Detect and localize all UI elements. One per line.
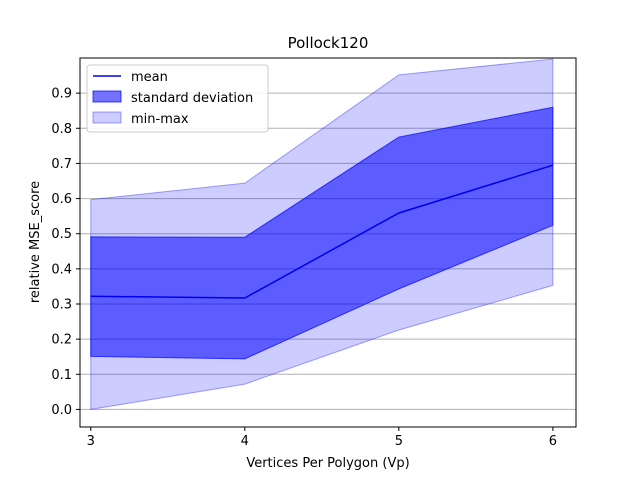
y-tick-label: 0.4	[51, 262, 72, 277]
x-axis-label: Vertices Per Polygon (Vp)	[246, 456, 409, 471]
bands	[90, 58, 554, 411]
mean-line	[90, 164, 554, 299]
y-tick-label: 0.6	[51, 192, 72, 207]
legend-swatch-minmax	[92, 111, 122, 124]
x-axis-ticks: 3 4 5 6	[87, 427, 557, 449]
y-axis-ticks: 0.0 0.1 0.2 0.3 0.4 0.5 0.6 0.7 0.8 0.9	[51, 87, 80, 418]
legend-label-mean: mean	[131, 70, 168, 85]
y-tick-label: 0.2	[51, 333, 72, 348]
legend: mean standard deviation min-max	[86, 64, 269, 133]
y-tick-label: 0.7	[51, 157, 72, 172]
x-tick-label: 4	[241, 434, 249, 449]
y-axis-label: relative MSE_score	[28, 181, 43, 303]
y-tick-label: 0.3	[51, 298, 72, 313]
legend-swatch-std	[92, 90, 122, 103]
legend-box	[86, 64, 269, 133]
x-tick-label: 5	[395, 434, 403, 449]
y-tick-label: 0.8	[51, 122, 72, 137]
chart-title: Pollock120	[288, 34, 369, 52]
y-tick-label: 0.1	[51, 368, 72, 383]
lines	[90, 164, 554, 299]
x-tick-label: 3	[87, 434, 95, 449]
plot-frame	[79, 57, 577, 428]
y-tick-label: 0.9	[51, 87, 72, 102]
y-tick-label: 0.5	[51, 227, 72, 242]
y-tick-label: 0.0	[51, 403, 72, 418]
x-tick-label: 6	[549, 434, 557, 449]
legend-label-std: standard deviation	[131, 91, 253, 106]
std-band	[90, 106, 554, 360]
legend-label-minmax: min-max	[131, 112, 189, 127]
